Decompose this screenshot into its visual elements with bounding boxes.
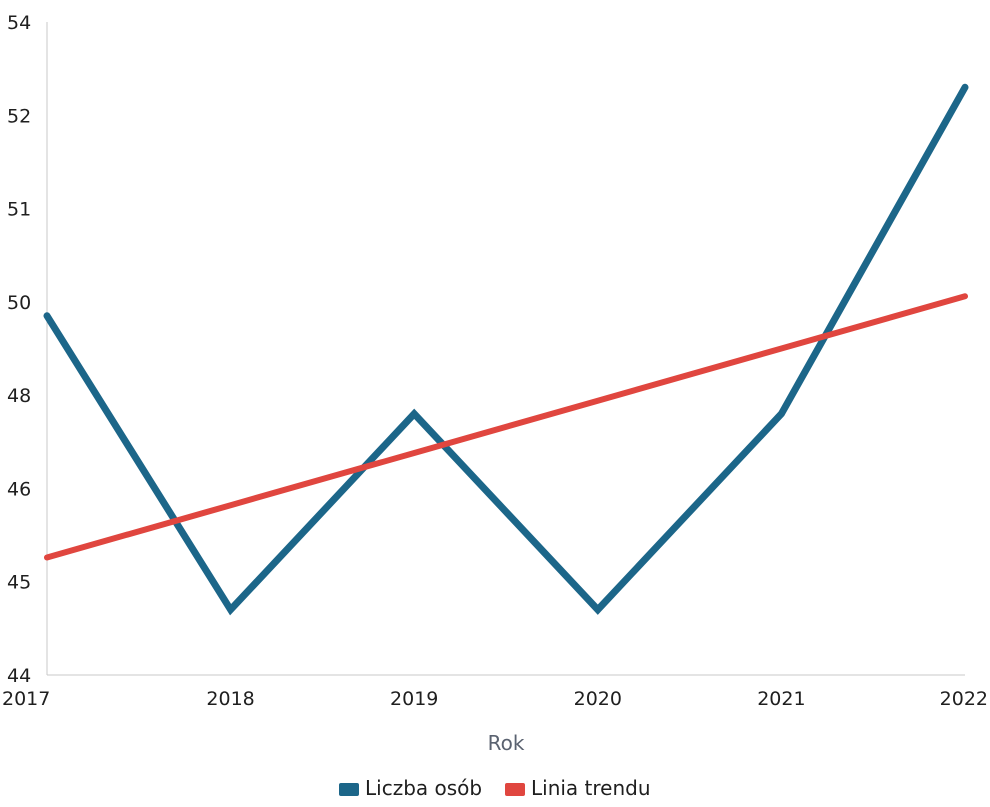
x-tick-labels: 2017 2018 2019 2020 2021 2022	[2, 688, 988, 710]
x-tick-label: 2021	[757, 688, 805, 710]
y-tick-label: 54	[7, 12, 31, 34]
x-tick-label: 2020	[574, 688, 622, 710]
y-tick-label: 52	[7, 105, 31, 127]
legend-item-series-1: Linia trendu	[505, 776, 651, 800]
x-tick-label: 2017	[2, 688, 50, 710]
legend: Liczba osób Linia trendu	[339, 776, 651, 800]
x-tick-label: 2018	[206, 688, 254, 710]
x-tick-label: 2019	[390, 688, 438, 710]
y-tick-label: 44	[7, 665, 31, 687]
y-tick-labels: 54 52 51 50 48 46 45 44	[7, 12, 31, 687]
series-line-0	[43, 83, 969, 616]
legend-label: Liczba osób	[365, 776, 482, 800]
y-tick-label: 51	[7, 199, 31, 221]
series-lines	[43, 83, 969, 616]
series-line-1	[44, 293, 968, 561]
y-tick-label: 46	[7, 478, 31, 500]
axes	[46, 22, 965, 676]
legend-item-series-0: Liczba osób	[339, 776, 482, 800]
legend-label: Linia trendu	[531, 776, 651, 800]
legend-swatch	[339, 783, 359, 796]
y-tick-label: 48	[7, 385, 31, 407]
x-tick-label: 2022	[940, 688, 988, 710]
y-tick-label: 45	[7, 572, 31, 594]
x-axis-title: Rok	[488, 731, 525, 755]
legend-swatch	[505, 783, 525, 796]
y-tick-label: 50	[7, 292, 31, 314]
